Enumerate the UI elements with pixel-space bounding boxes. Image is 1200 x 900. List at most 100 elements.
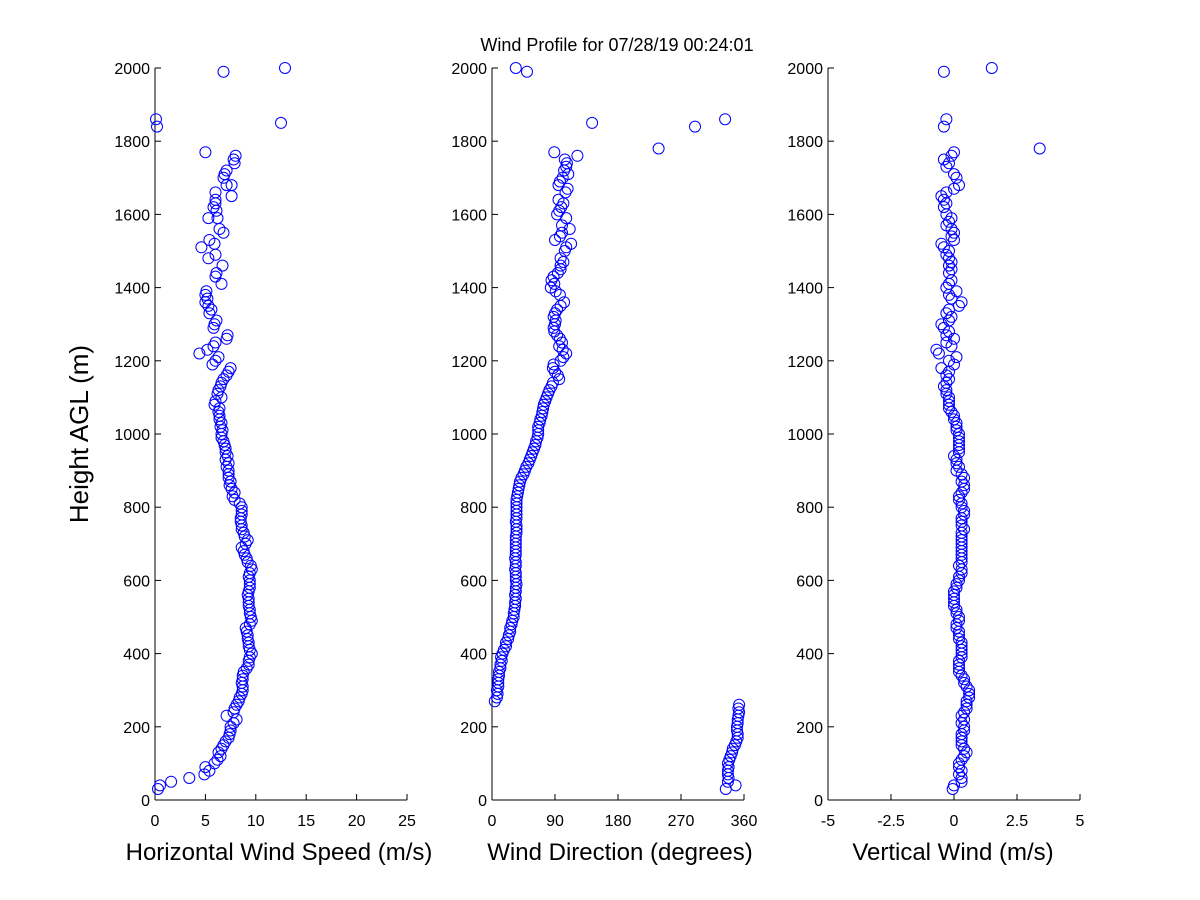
data-point bbox=[953, 629, 965, 642]
data-point bbox=[958, 508, 971, 521]
x-tick-label: 0 bbox=[488, 813, 497, 830]
data-point bbox=[953, 299, 965, 312]
y-tick-label: 1800 bbox=[451, 134, 487, 151]
data-point bbox=[935, 362, 948, 375]
data-point bbox=[211, 753, 224, 766]
data-point bbox=[183, 772, 196, 784]
data-point bbox=[943, 277, 955, 290]
data-point bbox=[958, 742, 971, 755]
data-point bbox=[217, 226, 230, 239]
data-point bbox=[945, 274, 958, 287]
y-tick-label: 400 bbox=[460, 647, 487, 664]
data-point bbox=[945, 292, 958, 305]
data-point bbox=[221, 329, 234, 342]
data-point bbox=[940, 160, 953, 173]
data-point bbox=[224, 724, 237, 737]
data-point bbox=[230, 713, 243, 726]
x-tick-label: 90 bbox=[546, 813, 564, 830]
y-tick-label: 600 bbox=[796, 573, 823, 590]
y-tick-label: 1400 bbox=[787, 281, 823, 298]
data-point bbox=[940, 384, 953, 397]
x-tick-label: 2.5 bbox=[1006, 813, 1028, 830]
data-point bbox=[230, 698, 243, 711]
data-point bbox=[205, 303, 218, 316]
data-point bbox=[242, 585, 255, 598]
data-point bbox=[547, 270, 560, 283]
data-point bbox=[228, 157, 241, 170]
data-point bbox=[943, 354, 955, 367]
data-point bbox=[955, 669, 968, 682]
data-point bbox=[225, 179, 238, 192]
data-point bbox=[937, 193, 950, 206]
data-point bbox=[955, 519, 968, 532]
y-tick-label: 1000 bbox=[114, 427, 150, 444]
data-point bbox=[548, 146, 561, 159]
data-point bbox=[150, 113, 162, 126]
data-point bbox=[279, 62, 291, 74]
data-point bbox=[556, 226, 568, 239]
data-point bbox=[547, 358, 560, 371]
data-point bbox=[960, 695, 973, 708]
x-tick-label: 360 bbox=[731, 813, 758, 830]
data-point bbox=[554, 354, 567, 367]
data-point bbox=[202, 252, 215, 265]
y-tick-label: 1600 bbox=[451, 207, 487, 224]
data-point bbox=[565, 237, 578, 250]
data-point bbox=[950, 351, 963, 364]
data-point bbox=[940, 369, 953, 382]
data-point bbox=[943, 215, 955, 228]
data-point bbox=[559, 186, 572, 199]
data-point bbox=[235, 541, 248, 554]
x-axis-label-wind-direction: Wind Direction (degrees) bbox=[487, 839, 752, 866]
x-tick-label: 270 bbox=[668, 813, 695, 830]
data-point bbox=[955, 486, 968, 499]
y-tick-label: 800 bbox=[123, 500, 150, 517]
data-point bbox=[943, 267, 955, 279]
data-point bbox=[209, 270, 222, 283]
data-point bbox=[955, 731, 968, 744]
data-point bbox=[937, 380, 950, 393]
data-point bbox=[953, 493, 965, 506]
x-tick-label: 5 bbox=[201, 813, 210, 830]
data-point bbox=[240, 625, 253, 638]
data-point bbox=[948, 168, 960, 181]
data-point bbox=[960, 746, 973, 759]
y-tick-label: 1200 bbox=[451, 354, 487, 371]
data-point bbox=[586, 116, 599, 129]
data-point bbox=[546, 376, 559, 389]
data-point bbox=[224, 720, 237, 733]
data-point bbox=[238, 530, 251, 543]
data-point bbox=[950, 171, 963, 184]
data-point bbox=[222, 457, 235, 470]
data-point bbox=[950, 581, 963, 594]
data-point bbox=[940, 197, 953, 210]
data-point bbox=[235, 687, 248, 700]
data-point bbox=[224, 362, 237, 375]
y-tick-label: 400 bbox=[123, 647, 150, 664]
data-point bbox=[551, 303, 564, 316]
x-tick-label: 10 bbox=[247, 813, 265, 830]
data-point bbox=[546, 362, 559, 375]
panel-wind-direction: 0 200 400 600 800 1000 1200 1400 1600 1800 2000 0 90… bbox=[451, 61, 757, 830]
data-point bbox=[238, 548, 251, 561]
data-point bbox=[943, 373, 955, 386]
data-point bbox=[955, 753, 968, 766]
y-axis-label: Height AGL (m) bbox=[64, 345, 94, 523]
y-tick-label: 200 bbox=[123, 720, 150, 737]
data-point bbox=[958, 504, 971, 517]
x-tick-label: -5 bbox=[821, 813, 835, 830]
data-point bbox=[214, 380, 227, 393]
y-tick-label: 0 bbox=[814, 793, 823, 810]
data-point bbox=[943, 398, 955, 411]
data-point bbox=[207, 321, 220, 334]
data-point bbox=[955, 640, 968, 653]
y-tick-label: 1400 bbox=[114, 281, 150, 298]
data-point bbox=[571, 149, 584, 162]
x-tick-label: 5 bbox=[1076, 813, 1085, 830]
y-tick-label: 0 bbox=[141, 793, 150, 810]
data-point bbox=[560, 241, 573, 254]
data-point bbox=[958, 523, 971, 536]
data-point bbox=[950, 578, 963, 591]
data-point bbox=[953, 611, 965, 623]
y-tick-label: 1600 bbox=[114, 207, 150, 224]
